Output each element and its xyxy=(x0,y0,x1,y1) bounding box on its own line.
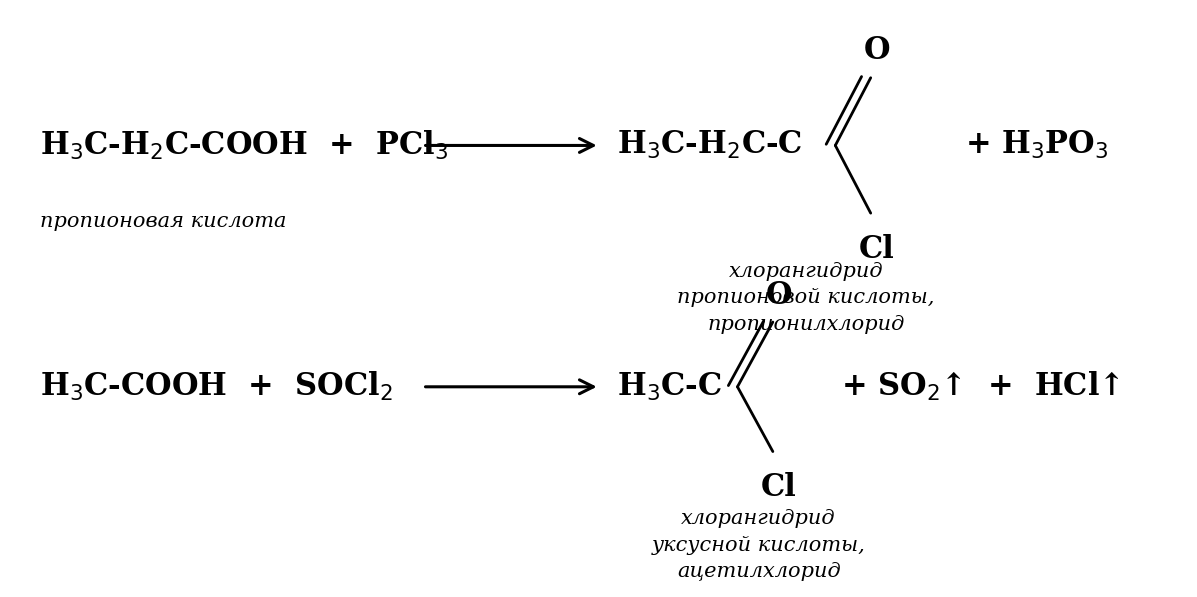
Text: хлорангидрид
пропионовой кислоты,
пропионилхлорид: хлорангидрид пропионовой кислоты, пропио… xyxy=(678,262,935,334)
Text: H$_3$C-H$_2$C-C: H$_3$C-H$_2$C-C xyxy=(618,130,803,162)
Text: H$_3$C-COOH  +  SOCl$_2$: H$_3$C-COOH + SOCl$_2$ xyxy=(40,370,393,404)
Text: Cl: Cl xyxy=(858,234,894,264)
Text: H$_3$C-H$_2$C-COOH  +  PCl$_3$: H$_3$C-H$_2$C-COOH + PCl$_3$ xyxy=(40,129,448,162)
Text: + SO$_2$↑  +  HCl↑: + SO$_2$↑ + HCl↑ xyxy=(841,370,1120,404)
Text: O: O xyxy=(863,35,889,66)
Text: O: O xyxy=(766,281,792,312)
Text: + H$_3$PO$_3$: + H$_3$PO$_3$ xyxy=(965,130,1108,162)
Text: хлорангидрид
уксусной кислоты,
ацетилхлорид: хлорангидрид уксусной кислоты, ацетилхло… xyxy=(652,509,865,581)
Text: H$_3$C-C: H$_3$C-C xyxy=(618,371,722,403)
Text: пропионовая кислота: пропионовая кислота xyxy=(40,213,286,232)
Text: Cl: Cl xyxy=(761,472,797,503)
